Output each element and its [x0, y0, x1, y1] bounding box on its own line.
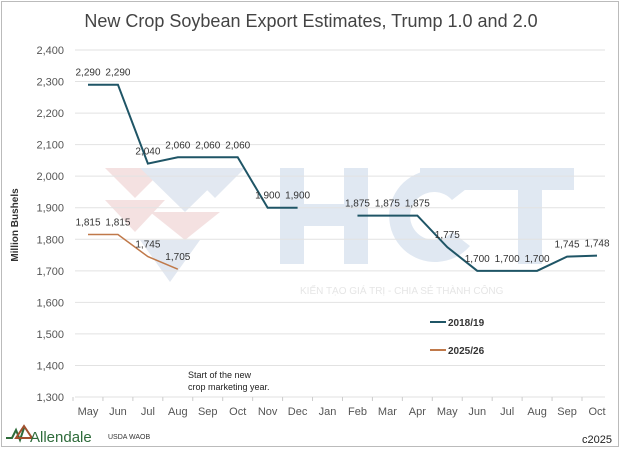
data-label: 1,875 [405, 199, 430, 210]
data-label: 2,060 [165, 140, 190, 151]
brand-name: Allendale [30, 429, 92, 446]
watermark-triangle [150, 212, 220, 240]
watermark-triangle [185, 168, 245, 198]
y-tick-label: 1,400 [36, 360, 64, 372]
data-label: 1,745 [555, 240, 580, 251]
allendale-logo: Allendale [6, 424, 92, 446]
data-label: 1,900 [255, 191, 280, 202]
x-tick-label: Jul [500, 406, 514, 418]
data-label: 2,290 [105, 68, 130, 79]
data-label: 1,700 [525, 254, 550, 265]
copyright-text: c2025 [582, 434, 612, 446]
y-tick-label: 1,500 [36, 329, 64, 341]
watermark-logo-hct [280, 168, 574, 264]
data-label: 1,875 [375, 199, 400, 210]
x-tick-label: Oct [588, 406, 605, 418]
x-tick-label: Mar [378, 406, 397, 418]
data-label: 1,815 [105, 218, 130, 229]
data-label: 1,775 [435, 230, 460, 241]
annotation-line-2: crop marketing year. [188, 382, 270, 392]
y-tick-label: 1,900 [36, 203, 64, 215]
y-tick-label: 2,200 [36, 108, 64, 120]
x-tick-label: Aug [527, 406, 547, 418]
data-label: 2,040 [135, 147, 160, 158]
y-axis-label: Million Bushels [10, 188, 21, 262]
y-tick-label: 2,300 [36, 77, 64, 89]
x-tick-label: Jul [141, 406, 155, 418]
x-tick-label: Nov [258, 406, 278, 418]
data-label: 2,060 [225, 140, 250, 151]
watermark: KIẾN TẠO GIÁ TRỊ - CHIA SẺ THÀNH CÔNG [105, 168, 574, 297]
source-text: USDA WAOB [108, 434, 150, 441]
y-tick-label: 1,300 [36, 392, 64, 404]
watermark-tagline: KIẾN TẠO GIÁ TRỊ - CHIA SẺ THÀNH CÔNG [300, 284, 504, 297]
legend-entry: 2018/19 [448, 318, 485, 329]
series-line-2018/19 [357, 214, 598, 272]
chart-title: New Crop Soybean Export Estimates, Trump… [84, 11, 537, 31]
x-tick-label: Aug [168, 406, 188, 418]
data-label: 1,900 [285, 191, 310, 202]
x-tick-label: Apr [409, 406, 426, 418]
data-label: 1,875 [345, 199, 370, 210]
data-label: 2,060 [195, 140, 220, 151]
x-tick-label: Sep [198, 406, 218, 418]
y-tick-label: 2,400 [36, 45, 64, 57]
y-tick-label: 1,600 [36, 297, 64, 309]
watermark-triangle [140, 240, 200, 282]
x-tick-label: Jan [319, 406, 337, 418]
data-label: 1,705 [165, 252, 190, 263]
x-tick-label: May [437, 406, 458, 418]
data-label: 1,700 [465, 254, 490, 265]
data-label: 1,748 [584, 239, 609, 250]
y-tick-label: 2,000 [36, 171, 64, 183]
x-tick-label: Jun [109, 406, 127, 418]
x-tick-label: Dec [288, 406, 308, 418]
x-tick-label: Feb [348, 406, 367, 418]
y-tick-label: 1,800 [36, 234, 64, 246]
series-line-2025/26 [88, 233, 179, 270]
x-tick-label: Oct [229, 406, 246, 418]
data-label: 2,290 [75, 68, 100, 79]
x-tick-label: Jun [468, 406, 486, 418]
y-tick-label: 1,700 [36, 266, 64, 278]
series-line-2018/19 [88, 83, 298, 209]
annotation-line-1: Start of the new [188, 370, 252, 380]
x-tick-label: Sep [557, 406, 577, 418]
data-label: 1,815 [75, 218, 100, 229]
legend-entry: 2025/26 [448, 346, 485, 357]
y-tick-label: 2,100 [36, 140, 64, 152]
data-label: 1,745 [135, 240, 160, 251]
x-tick-label: May [78, 406, 99, 418]
data-label: 1,700 [495, 254, 520, 265]
